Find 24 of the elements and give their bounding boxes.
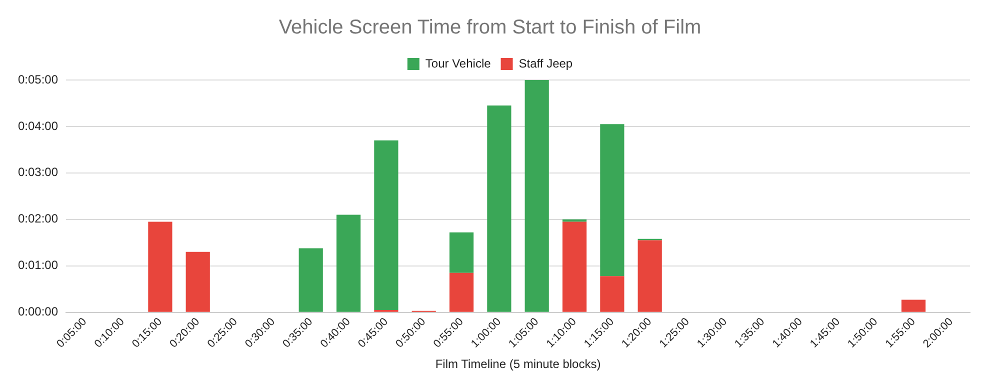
bar xyxy=(638,240,662,312)
y-tick-label: 0:02:00 xyxy=(18,212,58,226)
legend-label: Staff Jeep xyxy=(518,56,573,70)
chart-title: Vehicle Screen Time from Start to Finish of Film xyxy=(278,16,702,39)
bar xyxy=(524,80,549,312)
bar xyxy=(449,272,474,312)
y-tick-label: 0:01:00 xyxy=(18,258,58,272)
bar xyxy=(148,222,172,312)
bar xyxy=(186,252,210,312)
y-tick-label: 0:05:00 xyxy=(18,72,58,86)
y-tick-label: 0:04:00 xyxy=(18,118,58,133)
y-tick-label: 0:00:00 xyxy=(18,304,58,319)
bar xyxy=(600,276,624,312)
y-tick-label: 0:03:00 xyxy=(18,165,58,180)
bar xyxy=(562,222,587,312)
legend-label: Tour Vehicle xyxy=(425,56,492,70)
bar xyxy=(374,140,398,310)
bar xyxy=(298,248,323,312)
bar xyxy=(600,124,624,276)
bar xyxy=(336,214,361,312)
x-axis-title: Film Timeline (5 minute blocks) xyxy=(435,357,601,372)
bar xyxy=(901,300,926,312)
bar xyxy=(449,232,474,273)
bar xyxy=(487,106,512,312)
